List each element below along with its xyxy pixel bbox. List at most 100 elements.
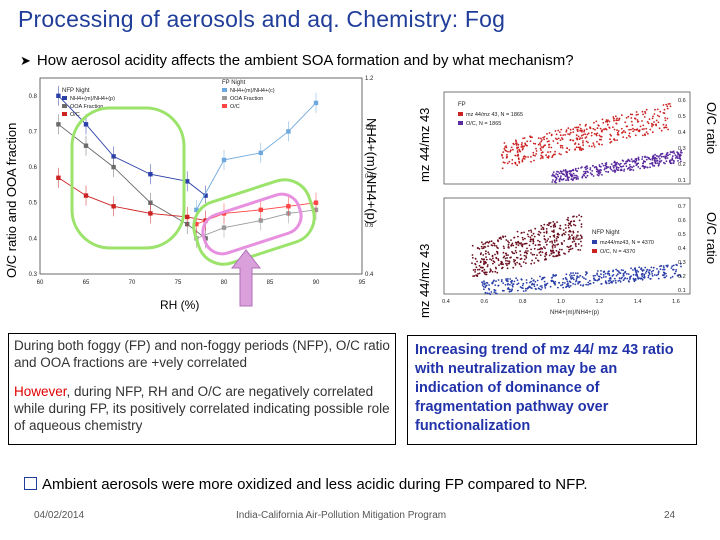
- scatter-point: [658, 157, 661, 160]
- scatter-point: [485, 271, 488, 274]
- scatter-point: [657, 271, 660, 274]
- scatter-point: [653, 159, 656, 162]
- scatter-point: [593, 166, 596, 169]
- scatter-point: [516, 257, 519, 259]
- scatter-point: [599, 127, 602, 130]
- scatter-point: [625, 160, 627, 163]
- scatter-point: [622, 165, 625, 167]
- scatter-point: [533, 159, 535, 162]
- scatter-point: [624, 271, 626, 274]
- data-point: [111, 164, 116, 170]
- scatter-point: [546, 223, 549, 226]
- scatter-point: [554, 150, 556, 153]
- scatter-point: [576, 276, 579, 279]
- scatter-point: [558, 131, 561, 133]
- scatter-point: [588, 145, 591, 147]
- scatter-point: [598, 169, 601, 172]
- scatter-point: [512, 244, 515, 247]
- legend-nfp-item-3: O/C: [70, 112, 80, 118]
- scatter-point: [521, 243, 524, 246]
- right-y-tick-label: 1.0: [365, 125, 374, 131]
- scatter-point: [515, 277, 517, 280]
- scatter-point: [565, 130, 568, 133]
- scatter-point: [565, 227, 567, 229]
- scatter-point: [574, 224, 577, 227]
- scatter-point: [471, 254, 474, 256]
- scatter-point: [551, 249, 554, 252]
- scatter-point: [561, 138, 564, 141]
- scatter-point: [472, 269, 475, 271]
- scatter-point: [652, 157, 654, 159]
- scatter-point: [521, 287, 524, 290]
- scatter-point: [566, 147, 568, 150]
- scatter-point: [575, 174, 578, 177]
- scatter-point: [662, 155, 665, 158]
- scatter-point: [526, 233, 529, 236]
- scatter-point: [659, 265, 661, 268]
- scatter-point: [558, 152, 561, 155]
- scatter-point: [527, 250, 529, 252]
- scatter-point: [561, 283, 564, 286]
- scatter-point: [580, 134, 583, 137]
- scatter-point: [679, 153, 681, 156]
- scatter-point: [533, 253, 536, 256]
- highlight-fp-green: [192, 178, 316, 266]
- scatter-point: [520, 265, 523, 268]
- scatter-point: [516, 261, 518, 264]
- scatter-point: [608, 120, 611, 123]
- scatter-point: [555, 173, 557, 175]
- scatter-point: [666, 105, 669, 108]
- scatter-point: [509, 283, 511, 286]
- scatter-point: [522, 261, 525, 263]
- scatter-point: [545, 253, 548, 256]
- scatter-point: [664, 162, 666, 165]
- scatter-point: [632, 273, 635, 276]
- scatter-point: [582, 173, 585, 176]
- scatter-point: [553, 239, 556, 242]
- scatter-point: [531, 234, 533, 237]
- right-y-ticks: 0.4 0.6 0.8 1.0 1.2: [365, 76, 374, 278]
- scatter-point: [560, 175, 562, 177]
- scatter-point: [531, 287, 533, 290]
- scatter-point: [551, 154, 554, 157]
- scatter-point: [549, 249, 552, 252]
- scatter-point: [503, 147, 506, 150]
- scatter-point: [509, 278, 512, 280]
- scatter-point: [651, 274, 654, 277]
- scatter-point: [569, 230, 572, 233]
- scatter-point: [622, 136, 625, 138]
- scatter-point: [577, 248, 580, 251]
- scatter-point: [642, 160, 645, 162]
- scatter-point: [656, 114, 659, 117]
- scatter-point: [604, 272, 607, 275]
- scatter-point: [509, 288, 511, 291]
- scatter-point: [539, 144, 542, 146]
- scatter-point: [482, 243, 484, 246]
- scatter-point: [540, 154, 542, 157]
- scatter-point: [487, 251, 490, 254]
- legend-fp-item-3: O/C: [230, 104, 240, 110]
- scatter-point: [561, 242, 563, 244]
- scatter-point: [583, 130, 585, 133]
- scatter-point: [521, 159, 524, 162]
- data-point: [56, 122, 61, 127]
- scatter-point: [539, 244, 541, 246]
- scatter-point: [637, 270, 640, 273]
- scatter-point: [665, 126, 668, 129]
- scatter-point: [586, 174, 589, 177]
- scatter-point: [550, 277, 553, 279]
- scatter-point: [523, 251, 526, 254]
- scatter-point: [575, 215, 578, 218]
- scatter-point: [492, 257, 494, 260]
- scatter-point: [567, 226, 570, 229]
- scatter-point: [647, 274, 650, 277]
- scatter-point: [577, 135, 580, 138]
- x-tick-label: 60: [37, 280, 44, 286]
- scatter-point: [680, 151, 683, 154]
- scatter-point: [585, 136, 588, 138]
- scatter-point: [610, 140, 613, 143]
- scatter-point: [551, 181, 554, 183]
- scatter-point: [552, 274, 555, 276]
- scatter-point: [553, 222, 556, 225]
- scatter-point: [636, 128, 639, 131]
